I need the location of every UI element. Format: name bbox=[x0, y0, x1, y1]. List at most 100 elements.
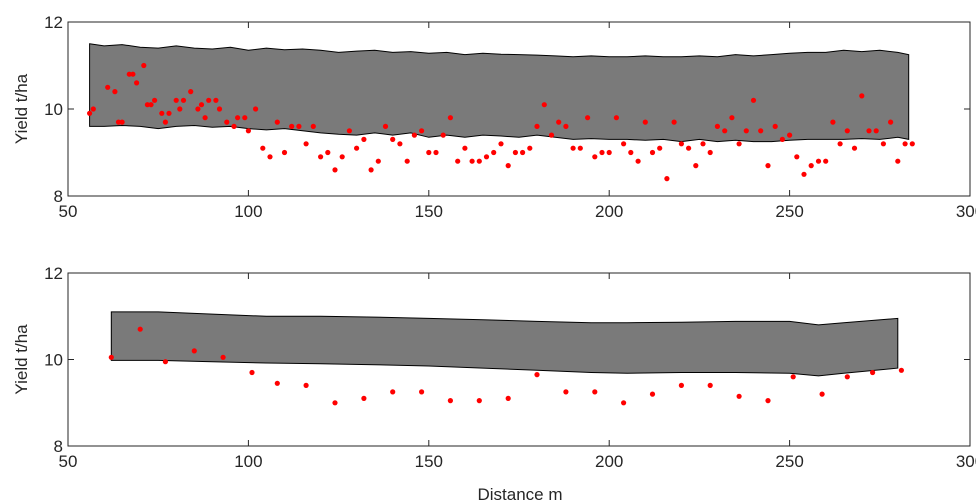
x-tick-label: 150 bbox=[415, 202, 443, 221]
data-point bbox=[671, 119, 677, 125]
data-point bbox=[115, 119, 122, 125]
data-point bbox=[274, 380, 280, 386]
data-point bbox=[426, 149, 432, 156]
data-point bbox=[714, 123, 721, 129]
data-point bbox=[722, 128, 728, 134]
data-point bbox=[642, 119, 648, 125]
data-point bbox=[686, 145, 692, 151]
data-point bbox=[411, 132, 417, 138]
data-point bbox=[274, 119, 280, 125]
x-tick-label: 250 bbox=[775, 202, 803, 221]
data-point bbox=[750, 97, 757, 103]
data-point bbox=[267, 154, 273, 160]
data-point bbox=[657, 145, 663, 151]
data-point bbox=[419, 389, 425, 395]
data-point bbox=[476, 158, 482, 164]
data-point bbox=[606, 149, 612, 156]
data-point bbox=[758, 128, 764, 134]
y-tick-label: 8 bbox=[54, 437, 63, 456]
data-point bbox=[260, 145, 266, 151]
data-point bbox=[830, 119, 836, 125]
data-point bbox=[844, 128, 850, 134]
data-point bbox=[245, 128, 251, 134]
x-tick-label: 50 bbox=[59, 452, 78, 471]
data-point bbox=[621, 400, 627, 406]
data-point bbox=[447, 398, 453, 404]
bottom-panel: 50 100 150 200 250 300 8 10 12 Yield t/ha bbox=[12, 264, 976, 471]
data-point bbox=[599, 149, 605, 156]
data-point bbox=[242, 115, 248, 121]
data-point bbox=[527, 145, 533, 151]
data-point bbox=[520, 149, 526, 156]
data-point bbox=[108, 354, 114, 360]
data-point bbox=[148, 102, 154, 108]
data-point bbox=[354, 145, 360, 151]
data-point bbox=[649, 149, 656, 156]
data-point bbox=[678, 141, 685, 147]
data-point bbox=[253, 106, 259, 112]
data-point bbox=[195, 106, 201, 112]
data-point bbox=[213, 97, 219, 103]
data-point bbox=[318, 154, 324, 160]
data-point bbox=[570, 145, 576, 151]
data-point bbox=[787, 132, 793, 138]
data-point bbox=[235, 115, 241, 121]
x-tick-label: 50 bbox=[59, 202, 78, 221]
y-axis-label: Yield t/ha bbox=[12, 324, 31, 395]
data-point bbox=[310, 123, 316, 129]
x-tick-label: 300 bbox=[956, 452, 976, 471]
data-point bbox=[224, 119, 230, 125]
y-tick-label: 8 bbox=[54, 187, 63, 206]
data-point bbox=[649, 391, 656, 397]
data-point bbox=[173, 97, 179, 103]
data-point bbox=[801, 171, 807, 177]
data-point bbox=[134, 80, 140, 86]
x-tick-label: 300 bbox=[956, 202, 976, 221]
data-point bbox=[498, 141, 504, 147]
data-point bbox=[628, 149, 634, 156]
data-point bbox=[880, 141, 887, 147]
data-point bbox=[216, 106, 223, 112]
data-point bbox=[693, 163, 699, 169]
data-point bbox=[592, 389, 598, 395]
data-point bbox=[476, 398, 482, 404]
data-point bbox=[541, 102, 547, 108]
data-point bbox=[902, 141, 908, 147]
data-point bbox=[303, 382, 309, 388]
data-point bbox=[556, 119, 562, 125]
data-point bbox=[162, 119, 168, 125]
data-point bbox=[180, 97, 187, 103]
data-point bbox=[462, 145, 468, 151]
data-point bbox=[505, 395, 511, 401]
data-point bbox=[220, 354, 226, 360]
data-point bbox=[548, 132, 555, 138]
data-point bbox=[249, 369, 255, 376]
data-point bbox=[815, 158, 822, 164]
data-point bbox=[707, 382, 713, 388]
data-point bbox=[794, 154, 800, 160]
data-point bbox=[534, 372, 540, 378]
data-point bbox=[141, 62, 147, 69]
data-point bbox=[325, 149, 331, 156]
data-point bbox=[779, 136, 786, 142]
data-point bbox=[119, 119, 125, 125]
data-point bbox=[491, 149, 497, 156]
data-point bbox=[678, 382, 685, 388]
data-point bbox=[534, 123, 540, 129]
data-point bbox=[162, 359, 168, 365]
y-tick-label: 12 bbox=[44, 264, 63, 283]
data-point bbox=[859, 93, 865, 99]
data-point bbox=[765, 398, 771, 404]
data-point bbox=[112, 89, 118, 95]
data-point bbox=[870, 369, 876, 376]
data-point bbox=[144, 102, 150, 108]
data-point bbox=[303, 141, 309, 147]
data-point bbox=[361, 136, 367, 142]
data-point bbox=[206, 97, 212, 103]
data-point bbox=[281, 149, 288, 156]
data-point bbox=[296, 123, 302, 129]
data-point bbox=[390, 389, 396, 395]
data-point bbox=[700, 141, 706, 147]
data-point bbox=[898, 367, 905, 373]
